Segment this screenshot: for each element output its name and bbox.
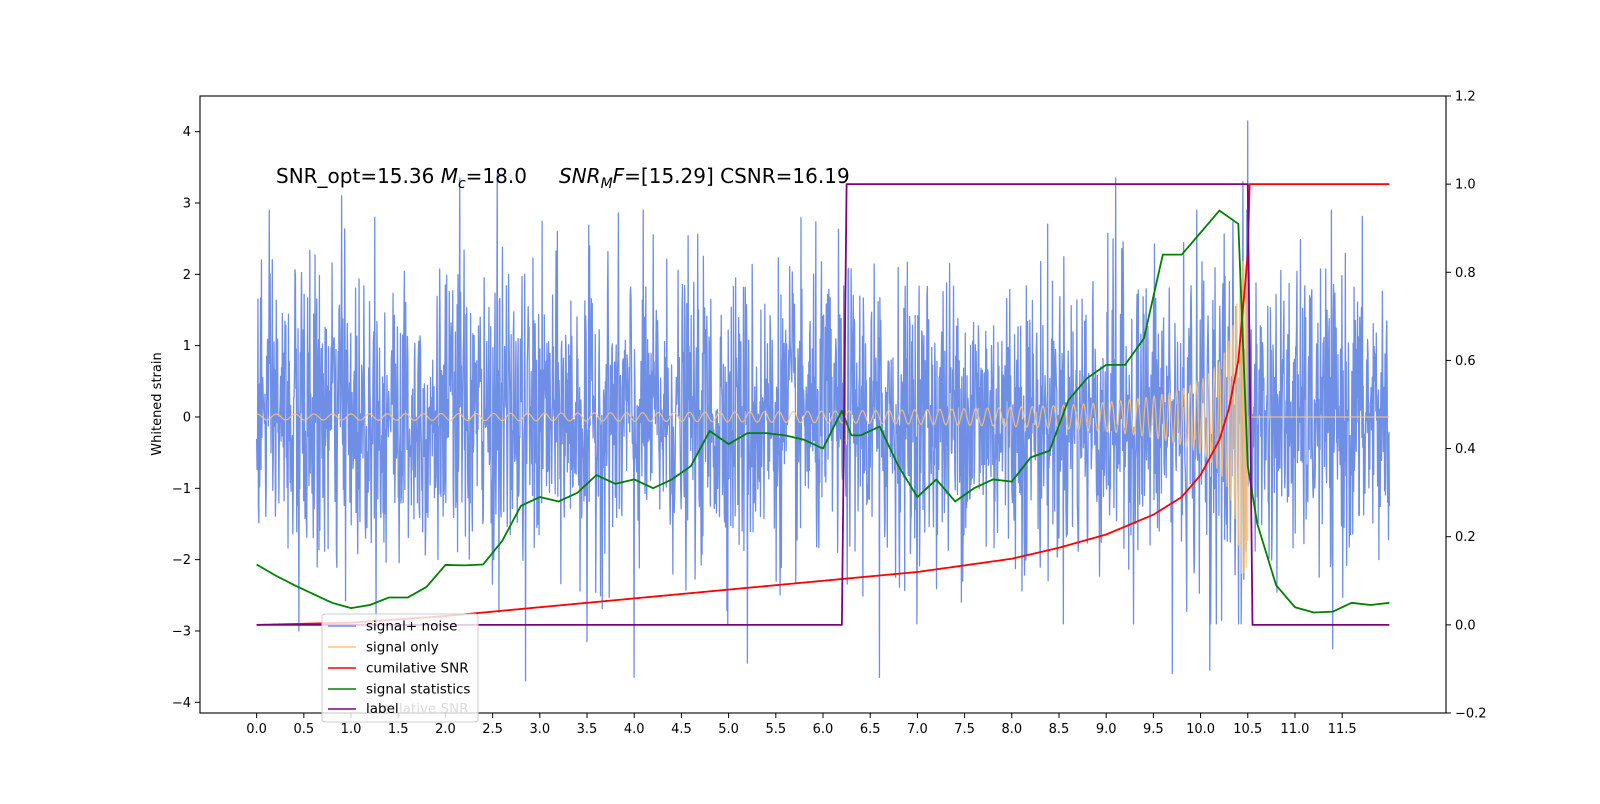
y-axis-left: −4 −3 −2 −1 0 1 2 3 4 (172, 125, 200, 711)
series-line-signal-statistics (256, 209, 1390, 614)
x-tick-label: 3.5 (577, 722, 598, 737)
x-tick-label: 2.0 (435, 722, 456, 737)
y2-tick-label: −0.2 (1455, 707, 1487, 722)
x-tick-label: 8.5 (1049, 722, 1070, 737)
x-tick-label: 2.5 (482, 722, 503, 737)
y-tick-label: 0 (183, 410, 191, 425)
legend-label-signal-only: signal only (366, 640, 439, 656)
y-axis-label: Whitened strain (150, 352, 165, 455)
x-tick-label: 3.0 (529, 722, 550, 737)
annotation-mf-sub: M (601, 176, 613, 192)
x-tick-label: 6.5 (860, 722, 881, 737)
annotation-mc-value: =18.0 (466, 164, 527, 188)
y-tick-label: 3 (183, 196, 191, 211)
x-tick-label: 4.0 (624, 722, 645, 737)
x-tick-label: 10.5 (1233, 722, 1262, 737)
x-tick-label: 0.0 (246, 722, 267, 737)
annotation-mc-sub: c (458, 176, 466, 192)
snr-annotation: SNR_opt=15.36 Mc=18.0 SNRMF=[15.29] CSNR… (276, 164, 850, 192)
legend-label-signal-noise: signal+ noise (366, 619, 457, 635)
x-tick-label: 10.0 (1186, 722, 1215, 737)
legend-label-cumulative-snr: cumilative SNR (366, 661, 469, 677)
series-line-signal-noise (255, 120, 1391, 682)
annotation-mf-after: F (613, 164, 625, 188)
annotation-prefix: SNR_opt=15.36 (276, 164, 441, 188)
y2-tick-label: 0.0 (1455, 618, 1476, 633)
y-tick-label: −2 (172, 553, 191, 568)
y2-tick-label: 0.8 (1455, 266, 1476, 281)
x-tick-label: 11.5 (1328, 722, 1357, 737)
legend: signal+ noise signal only cumilative SNR… (321, 613, 479, 723)
y-tick-label: 2 (183, 268, 191, 283)
legend-box (321, 613, 479, 723)
x-tick-label: 5.0 (718, 722, 739, 737)
y-tick-label: −4 (172, 696, 191, 711)
x-tick-label: 9.0 (1096, 722, 1117, 737)
x-axis: 0.0 0.5 1.0 1.5 2.0 2.5 3.0 3.5 4.0 4.5 5.0 5.5 6.0 6… (246, 713, 1357, 737)
x-tick-label: 8.0 (1001, 722, 1022, 737)
x-tick-label: 6.0 (813, 722, 834, 737)
y-tick-label: 4 (183, 125, 191, 140)
annotation-mf-value: =[15.29] CSNR=16.19 (624, 164, 850, 188)
y-tick-label: −1 (172, 482, 191, 497)
x-tick-label: 4.5 (671, 722, 692, 737)
x-tick-label: 5.5 (765, 722, 786, 737)
x-tick-label: 11.0 (1280, 722, 1309, 737)
legend-ghost-label: cumilative SNR (366, 701, 469, 717)
x-tick-label: 9.5 (1143, 722, 1164, 737)
y2-tick-label: 0.2 (1455, 530, 1476, 545)
y-tick-label: −3 (172, 624, 191, 639)
legend-label-signal-statistics: signal statistics (366, 682, 470, 698)
y2-tick-label: 1.0 (1455, 178, 1476, 193)
annotation-mc-symbol: M (441, 164, 458, 188)
x-tick-label: 1.0 (341, 722, 362, 737)
series-line-label (256, 183, 1390, 626)
y2-tick-label: 1.2 (1455, 90, 1476, 105)
x-tick-label: 0.5 (293, 722, 314, 737)
x-tick-label: 1.5 (388, 722, 409, 737)
svg-text:SNRMF=[15.29] CSNR=16.19: SNRMF=[15.29] CSNR=16.19 (559, 164, 850, 192)
annotation-mf-symbol: SNR (559, 164, 601, 188)
y-tick-label: 1 (183, 339, 191, 354)
legend-label-label: label (366, 701, 399, 717)
x-tick-label: 7.0 (907, 722, 928, 737)
y2-tick-label: 0.4 (1455, 442, 1476, 457)
y-axis-right: −0.2 0.0 0.2 0.4 0.6 0.8 1.0 1.2 (1446, 90, 1487, 722)
x-tick-label: 7.5 (954, 722, 975, 737)
series-line-signal-only (256, 261, 1390, 574)
svg-text:SNR_opt=15.36 Mc=18.0: SNR_opt=15.36 Mc=18.0 (276, 164, 527, 192)
y2-tick-label: 0.6 (1455, 354, 1476, 369)
